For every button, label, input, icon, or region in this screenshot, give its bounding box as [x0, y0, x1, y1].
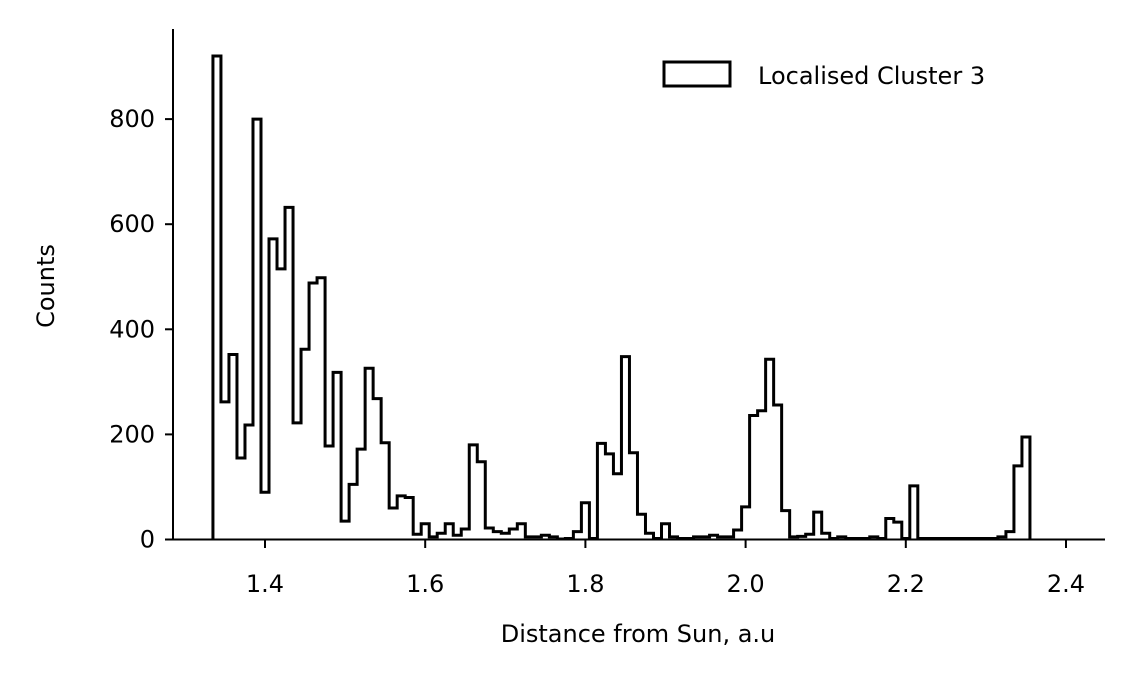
x-tick-label: 2.0: [727, 570, 765, 598]
legend: Localised Cluster 3: [662, 60, 985, 90]
x-tick-label: 1.6: [406, 570, 444, 598]
y-tick-label: 0: [140, 526, 155, 554]
histogram-step-line: [211, 54, 1032, 541]
y-axis-ticks: 0 200 400 600 800: [109, 105, 173, 554]
x-axis-label: Distance from Sun, a.u: [501, 620, 776, 648]
y-tick-label: 800: [109, 105, 155, 133]
y-tick-label: 200: [109, 420, 155, 448]
y-axis-label: Counts: [32, 244, 60, 328]
x-tick-label: 1.8: [566, 570, 604, 598]
legend-swatch: [662, 60, 732, 88]
y-tick-label: 600: [109, 210, 155, 238]
legend-label: Localised Cluster 3: [758, 62, 985, 90]
x-tick-label: 2.4: [1047, 570, 1085, 598]
x-tick-label: 2.2: [887, 570, 925, 598]
x-tick-label: 1.4: [246, 570, 284, 598]
x-axis-ticks: 1.4 1.6 1.8 2.0 2.2 2.4: [246, 540, 1085, 598]
y-tick-label: 400: [109, 315, 155, 343]
